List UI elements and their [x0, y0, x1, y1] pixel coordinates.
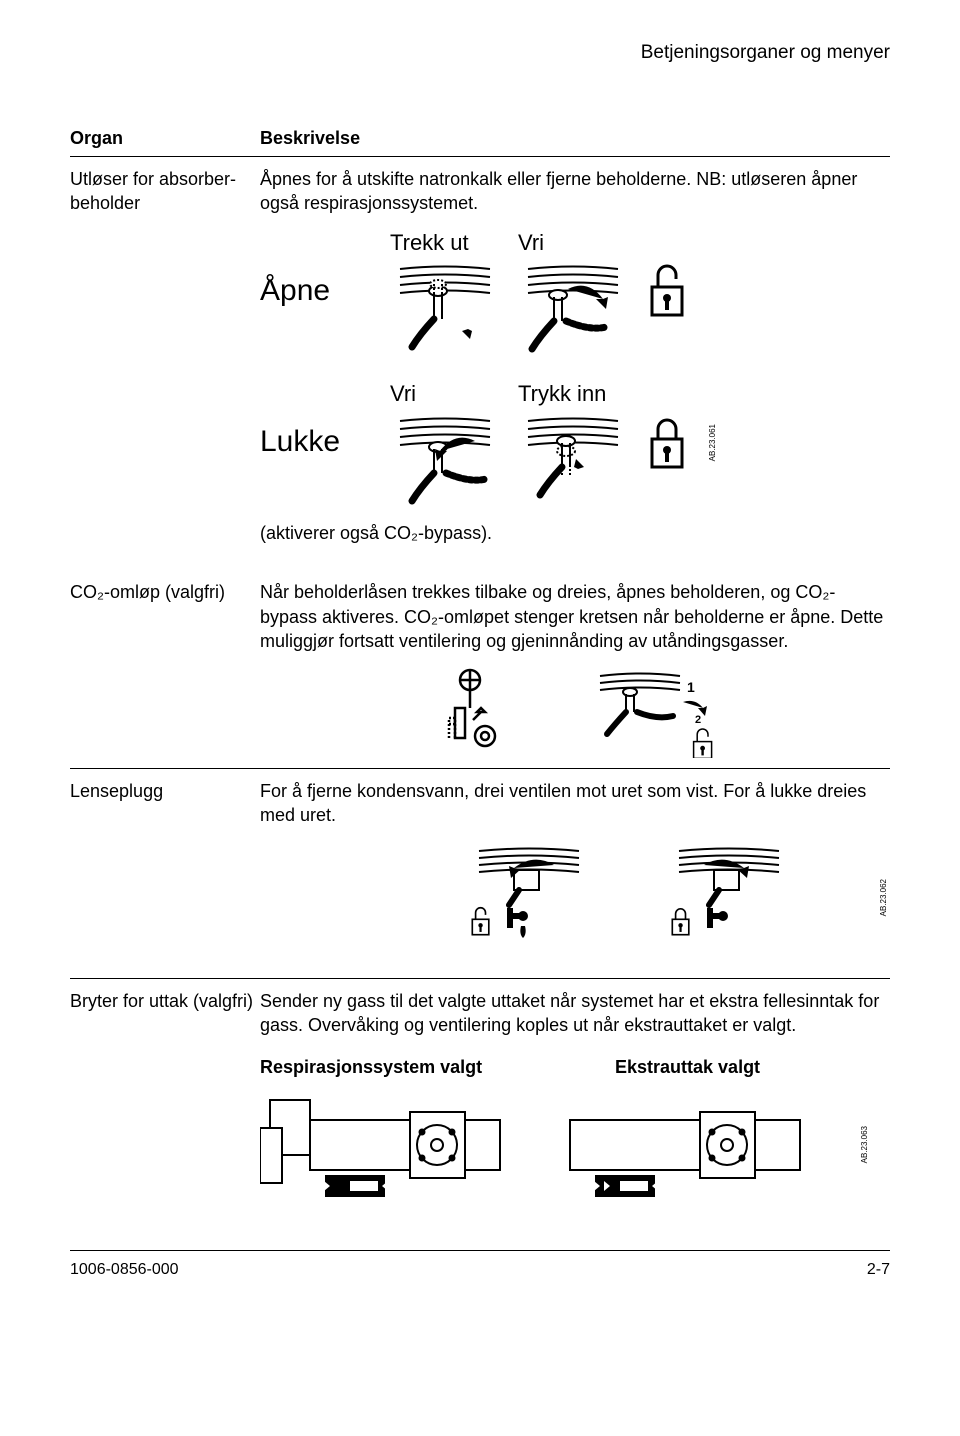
code-061: AB.23.061	[708, 424, 719, 461]
organ-co2: CO₂-omløp (valgfri)	[70, 570, 260, 768]
open-step2: Vri	[518, 228, 628, 258]
valve-closed-icon	[425, 668, 515, 748]
controls-table: Organ Beskrivelse Utløser for absorber-b…	[70, 116, 890, 1210]
close-step1: Vri	[390, 379, 500, 409]
switch-labels: Respirasjonssystem valgt Ekstrauttak val…	[260, 1055, 890, 1079]
code-062: AB.23.062	[879, 879, 890, 916]
turn-back-diagram	[390, 411, 500, 506]
pullout-diagram	[390, 259, 500, 354]
desc-co2: Når beholderlåsen trekkes tilbake og dre…	[260, 580, 890, 653]
switch-label-right: Ekstrauttak valgt	[615, 1055, 890, 1079]
push-in-diagram	[518, 411, 628, 506]
page-number: 2-7	[867, 1259, 890, 1281]
switch-resp-diagram	[260, 1090, 520, 1200]
drain-close-icon	[659, 843, 819, 953]
section-header: Betjeningsorganer og menyer	[70, 40, 890, 66]
switch-extra-diagram	[560, 1090, 820, 1200]
close-row: Lukke Vri	[260, 379, 890, 506]
doc-number: 1006-0856-000	[70, 1259, 179, 1281]
page-footer: 1006-0856-000 2-7	[70, 1250, 890, 1281]
organ-drain: Lenseplugg	[70, 769, 260, 979]
close-label: Lukke	[260, 422, 370, 463]
col-header-desc: Beskrivelse	[260, 116, 890, 157]
code-063: AB.23.063	[860, 1126, 871, 1163]
svg-text:1: 1	[687, 679, 695, 695]
desc-drain: For å fjerne kondensvann, drei ventilen …	[260, 779, 890, 828]
drain-diagrams: AB.23.062	[260, 843, 890, 953]
lock-icon	[646, 413, 688, 473]
turn-diagram	[518, 259, 628, 354]
close-step2: Trykk inn	[518, 379, 628, 409]
col-header-organ: Organ	[70, 116, 260, 157]
co2-diagrams: 1 2	[260, 668, 890, 758]
organ-release: Utløser for absorber-beholder	[70, 156, 260, 570]
drain-open-icon	[459, 843, 619, 953]
open-row: Åpne Trekk ut	[260, 228, 890, 355]
desc-switch: Sender ny gass til det valgte uttaket nå…	[260, 989, 890, 1038]
svg-text:2: 2	[695, 714, 701, 726]
valve-open-icon: 1 2	[595, 668, 725, 758]
open-step1: Trekk ut	[390, 228, 500, 258]
switch-label-left: Respirasjonssystem valgt	[260, 1055, 535, 1079]
organ-switch: Bryter for uttak (valgfri)	[70, 978, 260, 1209]
open-label: Åpne	[260, 271, 370, 312]
desc-release: Åpnes for å utskifte natronkalk eller fj…	[260, 167, 890, 216]
bypass-note: (aktiverer også CO₂-bypass).	[260, 521, 890, 545]
unlock-icon	[646, 261, 688, 321]
